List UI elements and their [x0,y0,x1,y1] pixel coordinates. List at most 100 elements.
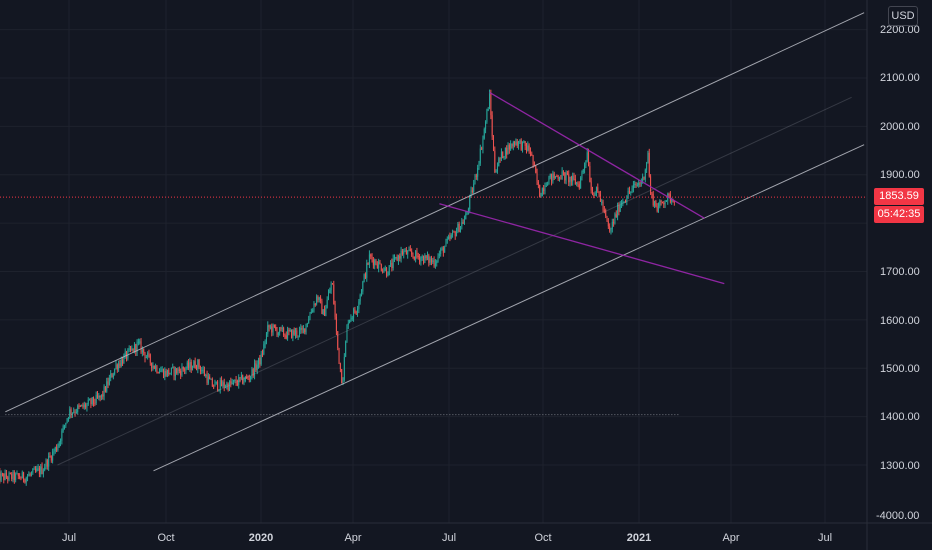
candle-down [252,369,254,376]
candle-up [479,148,481,164]
candle-down [273,324,275,327]
candle-up [362,281,364,292]
candle-down [560,178,562,180]
candle-up [192,367,194,370]
candle-up [137,341,139,343]
candle-up [91,397,93,404]
candle-down [628,190,630,193]
candle-down [574,178,576,185]
candle-up [330,283,332,291]
candle-up [565,172,567,181]
candle-down [535,165,537,173]
candle-up [357,308,359,313]
candle-down [551,173,553,182]
candle-down [528,145,530,151]
candle-up [169,373,171,375]
candle-down [425,255,427,259]
candle-down [119,363,121,367]
candle-down [314,304,316,306]
candle-down [568,174,570,183]
candle-up [634,183,636,185]
candle-up [52,451,54,461]
candle-up [240,375,242,379]
candle-down [386,268,388,276]
x-tick-label: Apr [722,532,739,544]
candle-up [383,270,385,272]
candle-up [63,425,65,427]
candle-down [380,264,382,271]
candle-up [581,172,583,178]
candle-down [247,377,249,379]
candle-down [90,399,92,404]
price-scale[interactable]: 2200.00 2100.00 2000.00 1900.00 1700.00 … [876,24,920,522]
trendline-channel-bottom [439,203,725,285]
candle-up [193,361,195,368]
candle-down [491,115,493,137]
candle-up [103,386,105,397]
candle-up [343,356,345,380]
candle-up [548,177,550,185]
candle-up [415,250,417,260]
candle-up [120,359,122,367]
candle-up [155,366,157,369]
candle-down [533,164,535,166]
candle-down [475,175,477,177]
candle-up [40,466,42,475]
candle-up [81,404,83,407]
candle-up [110,373,112,378]
candle-down [129,348,131,350]
candle-up [210,379,212,381]
candle-up [145,356,147,359]
y-tick-label: 1600.00 [880,315,920,327]
candle-up [496,166,498,172]
candle-down [490,93,492,116]
trendline-upper [5,12,865,413]
candle-up [664,201,666,205]
countdown-label: 05:42:35 [874,206,924,223]
candle-up [498,158,500,167]
candle-up [131,348,133,350]
candle-up [504,147,506,157]
time-scale[interactable]: Jul Oct 2020 Apr Jul Oct 2021 Apr Jul [62,532,832,544]
candle-up [114,368,116,375]
candle-up [392,258,394,269]
currency-button[interactable]: USD [888,6,918,26]
candle-down [668,193,670,195]
candle-down [116,364,118,370]
candle-up [67,417,69,419]
candle-down [85,404,87,408]
y-tick-label: 1400.00 [880,411,920,423]
candle-up [279,327,281,333]
candle-up [395,257,397,259]
candle-up [630,191,632,193]
candle-up [115,364,117,369]
candle-up [269,326,271,328]
candle-up [292,330,294,339]
candle-up [127,349,129,359]
candle-down [288,330,290,332]
drawings[interactable] [0,12,867,472]
candle-up [159,371,161,374]
candle-up [544,186,546,191]
candle-up [250,376,252,380]
candle-down [211,379,213,387]
candle-down [531,153,533,156]
candle-down [524,141,526,147]
candle-down [673,201,675,203]
candle-down [180,370,182,376]
candle-up [421,256,423,258]
candle-down [275,326,277,330]
candle-down [153,365,155,369]
candle-down [17,473,19,477]
candle-down [577,182,579,185]
candle-down [529,150,531,154]
candle-down [82,404,84,408]
candle-down [413,256,415,260]
candle-down [235,379,237,384]
x-tick-label: Apr [344,532,361,544]
candle-up [446,239,448,241]
candle-up [128,348,130,350]
candle-down [499,158,501,160]
candle-up [466,211,468,215]
